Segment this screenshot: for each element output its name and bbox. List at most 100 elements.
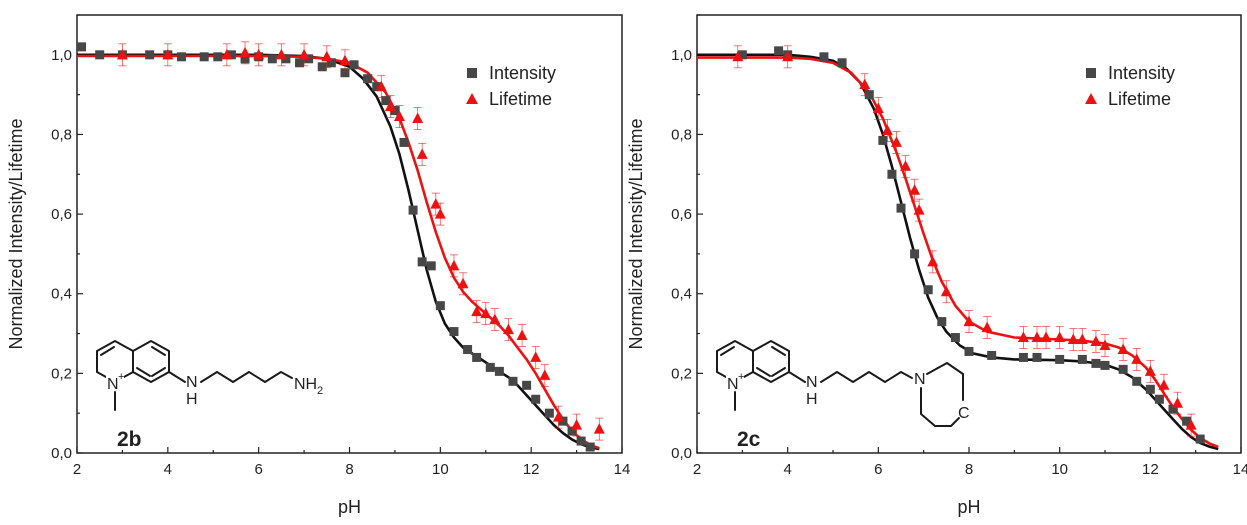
x-tick-label: 10 (1051, 461, 1068, 478)
data-point-lifetime (1031, 331, 1043, 343)
x-tick-label: 2 (693, 461, 701, 478)
ring-bonds-right (926, 362, 964, 401)
data-point-lifetime (900, 160, 912, 171)
data-point-intensity (819, 52, 829, 62)
data-point-lifetime (1054, 331, 1066, 343)
data-point-intensity (1055, 354, 1065, 364)
data-point-intensity (463, 344, 473, 354)
x-tick-label: 14 (614, 461, 631, 478)
legend-marker-intensity (467, 68, 477, 78)
data-point-lifetime (927, 255, 939, 267)
data-point-lifetime (321, 50, 333, 62)
data-point-intensity (576, 436, 586, 446)
double-bond (720, 346, 735, 356)
data-point-lifetime (552, 411, 564, 422)
data-point-lifetime (571, 419, 583, 430)
data-point-lifetime (448, 259, 460, 271)
data-point-lifetime (384, 100, 396, 112)
data-point-intensity (1182, 416, 1192, 426)
data-point-lifetime (1067, 333, 1079, 345)
data-point-intensity (226, 50, 236, 60)
data-point-intensity (964, 346, 974, 356)
data-point-intensity (145, 50, 155, 60)
compound-label: 2c (737, 428, 761, 451)
data-point-lifetime (1131, 353, 1143, 364)
bond (168, 371, 186, 383)
data-point-lifetime (457, 277, 469, 289)
compound-label: 2b (117, 428, 142, 451)
charge-label: + (118, 371, 124, 383)
data-point-lifetime (471, 305, 483, 317)
data-point-intensity (1195, 434, 1205, 444)
data-point-intensity (372, 82, 382, 92)
data-point-intensity (381, 96, 391, 106)
data-point-intensity (77, 42, 87, 52)
fit-curve-intensity (77, 53, 600, 451)
ring-atom-label: C (958, 405, 970, 422)
data-point-lifetime (539, 369, 551, 380)
data-point-lifetime (1158, 379, 1170, 390)
data-point-intensity (887, 169, 897, 179)
data-point-intensity (363, 74, 373, 84)
data-point-intensity (1118, 364, 1128, 374)
double-bond (771, 367, 786, 377)
x-tick-label: 10 (432, 461, 449, 478)
double-bond (100, 346, 115, 356)
data-point-lifetime (434, 208, 446, 219)
data-point-intensity (567, 426, 577, 436)
x-tick-label: 4 (164, 461, 172, 478)
data-point-lifetime (732, 50, 744, 62)
y-tick-label: 0,0 (671, 445, 692, 462)
data-point-lifetime (516, 329, 528, 341)
data-point-lifetime (412, 112, 424, 124)
data-point-intensity (349, 60, 359, 70)
data-point-lifetime (275, 48, 287, 60)
data-point-lifetime (913, 204, 925, 215)
legend-marker-lifetime (466, 93, 478, 104)
amine-n-label: N (186, 374, 198, 391)
chart-panel-left: 2 4 6 8 10 12 14 0,0 0,2 0,4 0,6 0,8 1,0 pH Normalized… (6, 14, 631, 517)
data-point-intensity (531, 394, 541, 404)
y-tick-label: 1,0 (51, 47, 72, 64)
data-point-lifetime (489, 313, 501, 325)
data-point-lifetime (981, 321, 993, 333)
y-tick-label: 0,8 (51, 126, 72, 143)
y-tick-label: 0,2 (671, 365, 692, 382)
data-point-lifetime (859, 78, 871, 90)
data-point-intensity (864, 90, 874, 100)
charge-label: + (738, 371, 744, 383)
data-point-intensity (408, 205, 418, 215)
data-point-lifetime (1117, 343, 1129, 354)
data-point-intensity (987, 350, 997, 360)
propyl-chain (200, 371, 293, 383)
data-point-lifetime (940, 285, 952, 297)
y-tick-label: 0,0 (51, 445, 72, 462)
double-bond (756, 367, 771, 377)
x-tick-label: 12 (523, 461, 540, 478)
data-point-lifetime (116, 48, 128, 60)
data-point-intensity (435, 301, 445, 311)
data-point-lifetime (339, 54, 351, 66)
data-point-lifetime (890, 136, 902, 147)
y-tick-label: 1,0 (671, 47, 692, 64)
data-point-intensity (399, 137, 409, 147)
x-tick-label: 8 (965, 461, 973, 478)
data-point-intensity (95, 50, 105, 60)
y-axis-label: Normalized Intensity/Lifetime (626, 118, 646, 349)
legend-marker-intensity (1086, 68, 1096, 78)
data-point-lifetime (1017, 331, 1029, 343)
data-point-intensity (176, 52, 186, 62)
data-point-intensity (544, 408, 554, 418)
double-bond (771, 346, 786, 356)
nitrogen-label: N (727, 376, 739, 393)
label-mask (726, 373, 744, 391)
x-tick-label: 12 (1142, 461, 1159, 478)
bond (788, 371, 806, 383)
data-point-lifetime (480, 307, 492, 319)
data-point-intensity (1100, 360, 1110, 370)
data-point-lifetime (881, 124, 893, 135)
x-tick-label: 4 (783, 461, 791, 478)
legend-marker-lifetime (1085, 93, 1097, 104)
